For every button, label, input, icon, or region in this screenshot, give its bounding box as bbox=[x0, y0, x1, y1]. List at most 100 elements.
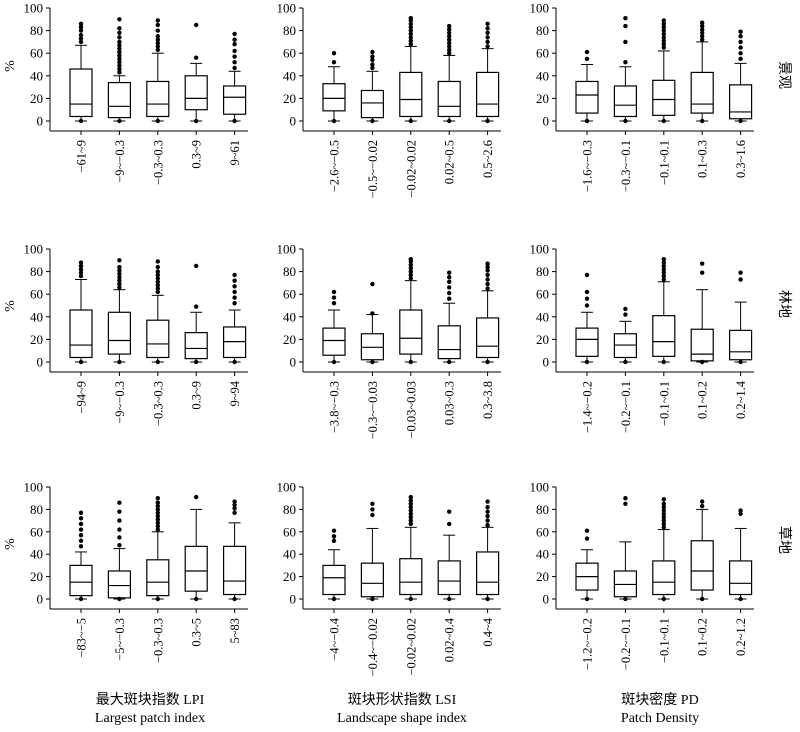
outlier-point bbox=[117, 53, 122, 58]
y-tick-label: 100 bbox=[24, 480, 44, 495]
outlier-point bbox=[485, 286, 490, 291]
category-label: −1.4~−0.2 bbox=[581, 381, 595, 433]
box-4 bbox=[690, 20, 714, 124]
outlier-point bbox=[447, 44, 452, 49]
column-title-pd-en: Patch Density bbox=[621, 711, 699, 726]
outlier-point bbox=[194, 304, 199, 309]
y-tick-label: 20 bbox=[283, 569, 296, 584]
iqr-box bbox=[184, 75, 208, 111]
category-label: 0.02~0.4 bbox=[443, 617, 457, 662]
outlier-point bbox=[370, 118, 375, 124]
y-tick-label: 0 bbox=[37, 355, 44, 370]
outlier-point bbox=[155, 524, 160, 529]
box-1 bbox=[575, 49, 599, 124]
outlier-point bbox=[700, 27, 705, 32]
outlier-point bbox=[661, 31, 666, 37]
outlier-point bbox=[700, 499, 705, 504]
y-tick-label: 40 bbox=[536, 309, 549, 324]
outlier-point bbox=[155, 517, 160, 522]
outlier-point bbox=[370, 359, 375, 365]
category-label: 0.1~0.3 bbox=[696, 140, 710, 178]
outlier-point bbox=[194, 118, 199, 124]
iqr-box bbox=[107, 570, 132, 599]
outlier-point bbox=[155, 18, 160, 23]
outlier-point bbox=[408, 15, 413, 21]
outlier-point bbox=[78, 544, 84, 549]
iqr-box bbox=[690, 328, 714, 362]
outlier-point bbox=[232, 284, 237, 289]
outlier-point bbox=[155, 264, 160, 270]
box-3 bbox=[399, 494, 423, 602]
outlier-point bbox=[700, 23, 705, 29]
outlier-point bbox=[155, 503, 160, 509]
outlier-point bbox=[370, 281, 375, 287]
outlier-point bbox=[408, 31, 413, 37]
outlier-point bbox=[700, 34, 705, 39]
y-tick-label: 40 bbox=[283, 547, 296, 562]
category-label: −0.1~0.1 bbox=[657, 140, 671, 185]
outlier-point bbox=[232, 278, 237, 283]
outlier-point bbox=[232, 295, 237, 300]
outlier-point bbox=[331, 528, 337, 533]
iqr-box bbox=[184, 332, 208, 360]
y-tick-label: 40 bbox=[536, 68, 549, 83]
y-tick-label: 60 bbox=[536, 46, 549, 61]
iqr-box bbox=[184, 545, 208, 592]
iqr-box bbox=[146, 80, 170, 118]
iqr-box bbox=[322, 83, 346, 112]
outlier-point bbox=[485, 359, 490, 365]
outlier-point bbox=[408, 262, 413, 268]
outlier-point bbox=[232, 499, 237, 504]
outlier-point bbox=[232, 510, 237, 515]
outlier-point bbox=[485, 499, 490, 504]
y-tick-label: 80 bbox=[30, 264, 43, 279]
outlier-point bbox=[408, 25, 413, 30]
outlier-point bbox=[738, 56, 743, 62]
y-axis-label: % bbox=[3, 538, 18, 550]
iqr-box bbox=[322, 564, 346, 596]
outlier-point bbox=[232, 65, 237, 71]
iqr-box bbox=[476, 551, 500, 596]
panel-r1-c1: 0 20 40 60 80 100 −3.8~−0.3 −0.3~−0.03 −0.03~0.0… bbox=[277, 242, 501, 439]
outlier-point bbox=[485, 513, 490, 519]
category-label: −0.02~0.02 bbox=[404, 618, 418, 676]
outlier-point bbox=[485, 509, 490, 514]
outlier-point bbox=[117, 118, 122, 124]
outlier-point bbox=[408, 41, 413, 47]
outlier-point bbox=[447, 285, 452, 290]
outlier-point bbox=[78, 532, 84, 538]
outlier-point bbox=[194, 494, 199, 500]
outlier-point bbox=[408, 515, 413, 520]
y-tick-label: 80 bbox=[536, 264, 549, 279]
outlier-point bbox=[155, 359, 160, 365]
category-label: 0.3~9 bbox=[190, 140, 204, 169]
category-label: −61~9 bbox=[75, 140, 89, 173]
outlier-point bbox=[232, 301, 237, 306]
y-tick-label: 20 bbox=[30, 91, 43, 106]
outlier-point bbox=[370, 512, 375, 518]
outlier-point bbox=[485, 30, 490, 36]
iqr-box bbox=[476, 317, 500, 359]
iqr-box bbox=[146, 319, 170, 359]
box-5 bbox=[728, 29, 753, 124]
outlier-point bbox=[661, 525, 666, 530]
outlier-point bbox=[155, 289, 160, 295]
y-tick-label: 60 bbox=[30, 524, 43, 539]
outlier-point bbox=[117, 509, 122, 514]
outlier-point bbox=[485, 518, 490, 523]
outlier-point bbox=[485, 21, 490, 27]
box-1 bbox=[575, 528, 599, 602]
y-tick-label: 40 bbox=[30, 547, 43, 562]
box-1 bbox=[322, 289, 346, 365]
outlier-point bbox=[661, 270, 666, 275]
outlier-point bbox=[408, 276, 413, 281]
box-4 bbox=[690, 499, 714, 602]
outlier-point bbox=[408, 359, 413, 365]
category-label: −94~9 bbox=[75, 381, 89, 414]
outlier-point bbox=[155, 40, 160, 46]
outlier-point bbox=[408, 508, 413, 513]
outlier-point bbox=[194, 596, 199, 602]
outlier-point bbox=[232, 506, 237, 511]
outlier-point bbox=[408, 38, 413, 43]
outlier-point bbox=[661, 41, 666, 47]
